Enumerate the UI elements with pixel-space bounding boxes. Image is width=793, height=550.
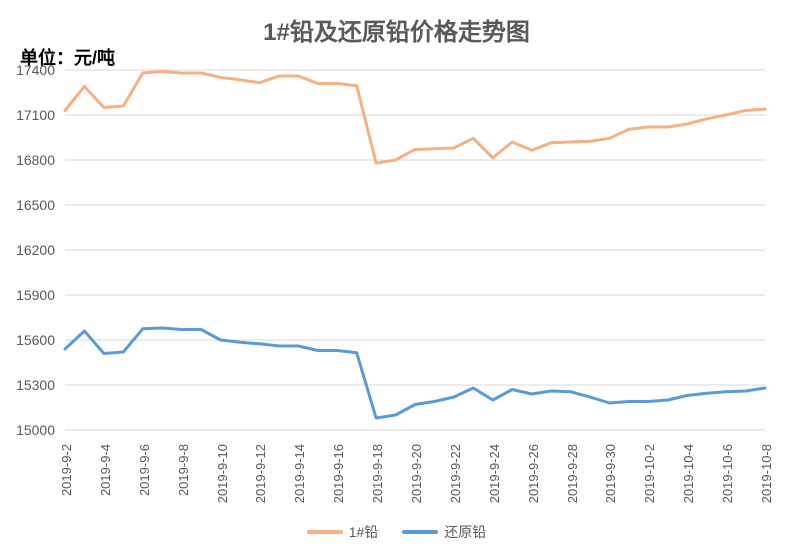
- x-axis-tick-label: 2019-9-22: [448, 444, 463, 503]
- legend-swatch: [307, 530, 343, 534]
- legend: 1#铅 还原铅: [0, 521, 793, 542]
- legend-label: 还原铅: [444, 522, 486, 542]
- y-axis-tick-label: 16500: [16, 197, 55, 213]
- y-axis-tick-label: 16800: [16, 152, 55, 168]
- y-axis-tick-label: 15600: [16, 332, 55, 348]
- x-axis-tick-label: 2019-9-6: [137, 444, 152, 496]
- x-axis-tick-label: 2019-9-14: [292, 444, 307, 503]
- legend-swatch: [402, 530, 438, 534]
- x-axis-tick-label: 2019-9-8: [176, 444, 191, 496]
- x-axis-labels: 2019-9-22019-9-42019-9-62019-9-82019-9-1…: [65, 440, 765, 510]
- legend-label: 1#铅: [349, 522, 379, 542]
- y-axis-tick-label: 17400: [16, 62, 55, 78]
- x-axis-tick-label: 2019-9-2: [59, 444, 74, 496]
- y-axis-tick-label: 15300: [16, 377, 55, 393]
- series-line-还原铅: [65, 328, 765, 418]
- y-axis-tick-label: 15900: [16, 287, 55, 303]
- series-line-1#铅: [65, 72, 765, 164]
- chart-title: 1#铅及还原铅价格走势图: [0, 12, 793, 47]
- x-axis-tick-label: 2019-10-2: [642, 444, 657, 503]
- x-axis-tick-label: 2019-10-6: [720, 444, 735, 503]
- x-axis-tick-label: 2019-9-16: [331, 444, 346, 503]
- plot-svg: [65, 70, 765, 430]
- x-axis-tick-label: 2019-9-18: [370, 444, 385, 503]
- x-axis-tick-label: 2019-9-10: [215, 444, 230, 503]
- x-axis-tick-label: 2019-9-4: [98, 444, 113, 496]
- chart-container: 1#铅及还原铅价格走势图 单位：元/吨 15000153001560015900…: [0, 0, 793, 550]
- y-axis-tick-label: 17100: [16, 107, 55, 123]
- x-axis-tick-label: 2019-9-28: [565, 444, 580, 503]
- y-axis-tick-label: 16200: [16, 242, 55, 258]
- x-axis-tick-label: 2019-9-20: [409, 444, 424, 503]
- x-axis-tick-label: 2019-10-8: [759, 444, 774, 503]
- plot-area: [65, 70, 765, 430]
- x-axis-tick-label: 2019-10-4: [681, 444, 696, 503]
- x-axis-tick-label: 2019-9-30: [603, 444, 618, 503]
- x-axis-tick-label: 2019-9-24: [487, 444, 502, 503]
- y-axis-labels: 1500015300156001590016200165001680017100…: [0, 70, 60, 430]
- legend-item: 1#铅: [307, 522, 379, 542]
- x-axis-tick-label: 2019-9-26: [526, 444, 541, 503]
- y-axis-tick-label: 15000: [16, 422, 55, 438]
- legend-item: 还原铅: [402, 522, 486, 542]
- x-axis-tick-label: 2019-9-12: [253, 444, 268, 503]
